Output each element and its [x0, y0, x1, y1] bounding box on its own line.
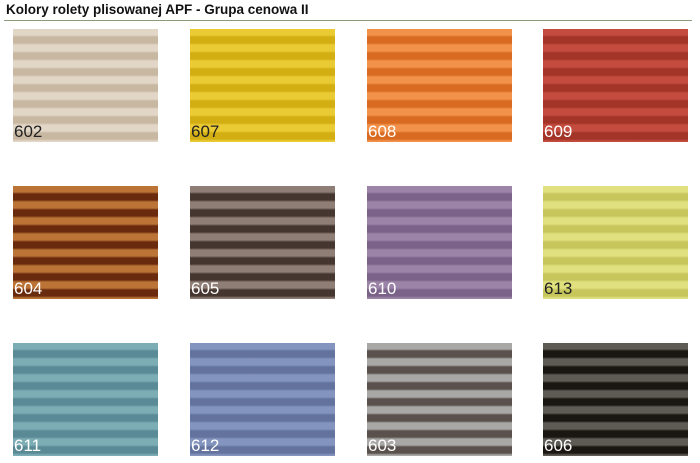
swatch-code: 604 [14, 279, 43, 298]
swatch-code: 603 [368, 436, 397, 455]
color-swatch-605[interactable]: 605 [190, 186, 335, 299]
swatch-code: 613 [544, 279, 573, 298]
swatch-code: 602 [14, 122, 43, 141]
color-swatch-612[interactable]: 612 [190, 343, 335, 456]
color-swatch-606[interactable]: 606 [543, 343, 688, 456]
color-swatch-603[interactable]: 603 [367, 343, 512, 456]
swatch-code: 608 [368, 122, 397, 141]
swatch-code: 610 [368, 279, 397, 298]
swatch-code: 607 [191, 122, 220, 141]
color-swatch-610[interactable]: 610 [367, 186, 512, 299]
color-swatch-607[interactable]: 607 [190, 29, 335, 142]
color-swatch-602[interactable]: 602 [13, 29, 158, 142]
page-title: Kolory rolety plisowanej APF - Grupa cen… [6, 2, 309, 17]
swatch-code: 611 [14, 436, 42, 455]
title-divider [4, 20, 692, 21]
color-swatch-608[interactable]: 608 [367, 29, 512, 142]
color-swatch-604[interactable]: 604 [13, 186, 158, 299]
swatch-code: 606 [544, 436, 573, 455]
color-swatch-611[interactable]: 611 [13, 343, 158, 456]
color-swatch-613[interactable]: 613 [543, 186, 688, 299]
swatch-code: 609 [544, 122, 573, 141]
swatch-code: 612 [191, 436, 220, 455]
swatch-code: 605 [191, 279, 220, 298]
color-swatch-609[interactable]: 609 [543, 29, 688, 142]
